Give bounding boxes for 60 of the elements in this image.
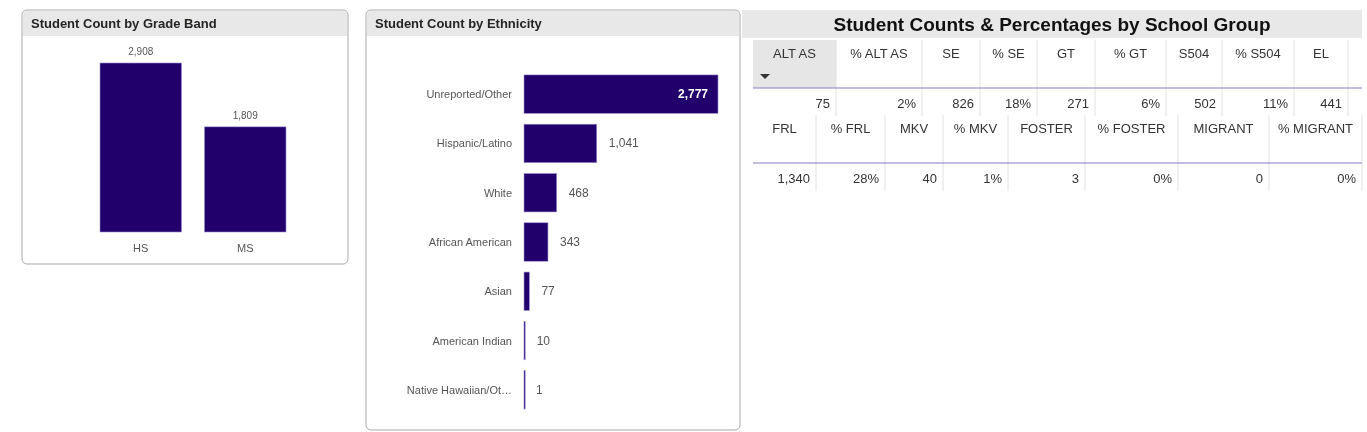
- category-label: MKV: [899, 121, 929, 136]
- text: 18%: [1004, 96, 1031, 111]
- text: 0%: [1153, 171, 1172, 186]
- text: 11%: [1262, 96, 1288, 111]
- category-label: ALT AS: [773, 46, 817, 61]
- text: 826: [952, 96, 974, 111]
- text: 502: [1194, 96, 1216, 111]
- category-label: MIGRANT: [1193, 121, 1254, 136]
- text: 28%: [852, 171, 879, 186]
- category-label: % FOSTER: [1097, 121, 1166, 136]
- data-label: 10: [536, 333, 551, 348]
- category-label: % ALT AS: [850, 46, 908, 61]
- category-label: % GT: [1113, 46, 1148, 61]
- category-label: % FRL: [830, 121, 871, 136]
- data-label: 1,809: [232, 109, 259, 121]
- category-label: EL: [1313, 46, 1329, 61]
- text: 1%: [983, 171, 1002, 186]
- bar: [523, 222, 549, 262]
- text: 1,340: [777, 171, 810, 186]
- data-label: 468: [568, 185, 590, 200]
- data-label: 2,908: [128, 46, 154, 57]
- bar: [523, 123, 598, 163]
- category-label: SE: [942, 46, 960, 61]
- category-label: FOSTER: [1020, 121, 1073, 136]
- y-tick-label: Hispanic/Latino: [436, 137, 512, 150]
- y-tick-label: Asian: [484, 285, 512, 298]
- text: Student Counts & Percentages by School Group: [833, 14, 1271, 35]
- x-tick-label: MS: [237, 242, 254, 254]
- category-label: % SE: [992, 46, 1026, 61]
- category-label: % MKV: [953, 121, 998, 136]
- text: 441: [1320, 96, 1342, 111]
- y-tick-label: Native Hawaiian/Ot…: [406, 383, 512, 396]
- text: 75: [815, 96, 830, 111]
- text: 0: [1255, 171, 1263, 186]
- y-tick-label: American Indian: [432, 334, 512, 347]
- chart-title: Student Count by Grade Band: [31, 16, 217, 31]
- data-label: 343: [559, 235, 581, 249]
- text: 6%: [1141, 96, 1160, 111]
- category-label: GT: [1056, 46, 1076, 61]
- data-label: 1,041: [608, 136, 640, 151]
- bar: [523, 173, 557, 213]
- bar: [523, 271, 530, 311]
- category-label: S504: [1178, 46, 1210, 61]
- category-label: % MIGRANT: [1277, 121, 1354, 136]
- text: 271: [1067, 96, 1089, 111]
- text: 40: [922, 171, 937, 186]
- chart-title: Student Count by Ethnicity: [375, 16, 543, 31]
- y-tick-label: White: [483, 186, 512, 199]
- text: 2%: [897, 96, 916, 111]
- text: 3: [1071, 171, 1079, 186]
- y-tick-label: African American: [428, 236, 512, 248]
- data-label: 2,777: [677, 87, 709, 102]
- category-label: FRL: [772, 121, 797, 136]
- x-tick-label: HS: [133, 242, 149, 254]
- data-label: 77: [541, 284, 556, 299]
- y-tick-label: Unreported/Other: [426, 88, 513, 101]
- text: 0%: [1337, 171, 1356, 186]
- bar: [523, 74, 719, 114]
- category-label: % S504: [1235, 46, 1281, 61]
- data-label: 1: [536, 382, 544, 397]
